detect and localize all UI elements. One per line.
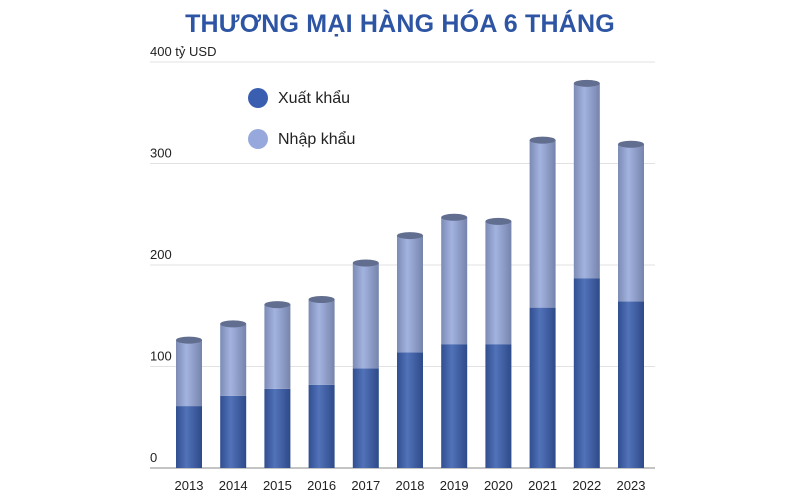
x-tick-label: 2022 [572,478,601,493]
bar-export-2013 [176,406,202,468]
x-tick-label: 2019 [440,478,469,493]
x-tick-label: 2016 [307,478,336,493]
legend-marker-import [248,129,268,149]
x-tick-label: 2020 [484,478,513,493]
x-tick-label: 2014 [219,478,248,493]
chart-title: THƯƠNG MẠI HÀNG HÓA 6 THÁNG [185,10,615,38]
bar-group-2017 [352,259,379,468]
bar-group-2023 [618,140,644,468]
bar-cap-2013 [176,336,202,344]
bar-cap-2020 [485,217,512,225]
bar-group-2016 [308,296,335,468]
bar-import-2017 [352,262,379,369]
x-tick-label: 2021 [528,478,557,493]
bar-export-2022 [573,278,600,468]
y-tick-label: 100 [150,349,172,364]
bar-group-2018 [397,232,423,468]
bar-import-2018 [397,235,423,353]
bars [176,79,644,468]
bar-import-2014 [220,323,247,396]
bar-group-2020 [485,217,512,468]
bar-group-2013 [176,336,202,468]
x-tick-label: 2015 [263,478,292,493]
axes: 0 100 200 300 400 tỷ USD 2013 2014 2015 2016 2017… [150,44,645,493]
y-tick-label: 0 [150,450,157,465]
bar-cap-2023 [618,140,644,148]
bar-export-2020 [485,344,512,468]
bar-cap-2018 [397,232,423,240]
bar-import-2023 [618,144,644,302]
bar-export-2017 [352,368,379,468]
y-tick-label: 400 tỷ USD [150,44,216,59]
y-tick-label: 300 [150,146,172,161]
bar-export-2015 [264,388,291,468]
bar-export-2021 [529,307,556,468]
x-tick-label: 2017 [351,478,380,493]
legend: Xuất khẩu Nhập khẩu [248,88,355,149]
bar-cap-2022 [573,79,600,87]
bar-cap-2014 [220,320,247,328]
bar-export-2019 [441,344,468,468]
bar-import-2016 [308,299,335,385]
bar-cap-2015 [264,301,291,309]
legend-label-import: Nhập khẩu [278,130,355,148]
bar-cap-2016 [308,296,335,304]
bar-import-2020 [485,221,512,345]
bar-group-2019 [441,213,468,468]
bar-cap-2021 [529,136,556,144]
bar-export-2023 [618,301,644,468]
x-tick-label: 2018 [396,478,425,493]
bar-export-2018 [397,352,423,468]
legend-label-export: Xuất khẩu [278,89,350,107]
bar-group-2022 [573,79,600,468]
bar-import-2015 [264,304,291,389]
bar-group-2014 [220,320,247,468]
bar-import-2013 [176,340,202,407]
bar-group-2015 [264,301,291,468]
legend-marker-export [248,88,268,108]
y-tick-label: 200 [150,247,172,262]
bar-group-2021 [529,136,556,468]
x-tick-label: 2013 [175,478,204,493]
bar-export-2014 [220,395,247,468]
bar-import-2019 [441,217,468,345]
x-tick-label: 2023 [617,478,646,493]
bar-import-2022 [573,83,600,279]
bar-import-2021 [529,140,556,308]
bar-cap-2019 [441,213,468,221]
bar-cap-2017 [352,259,379,267]
bar-export-2016 [308,384,335,468]
